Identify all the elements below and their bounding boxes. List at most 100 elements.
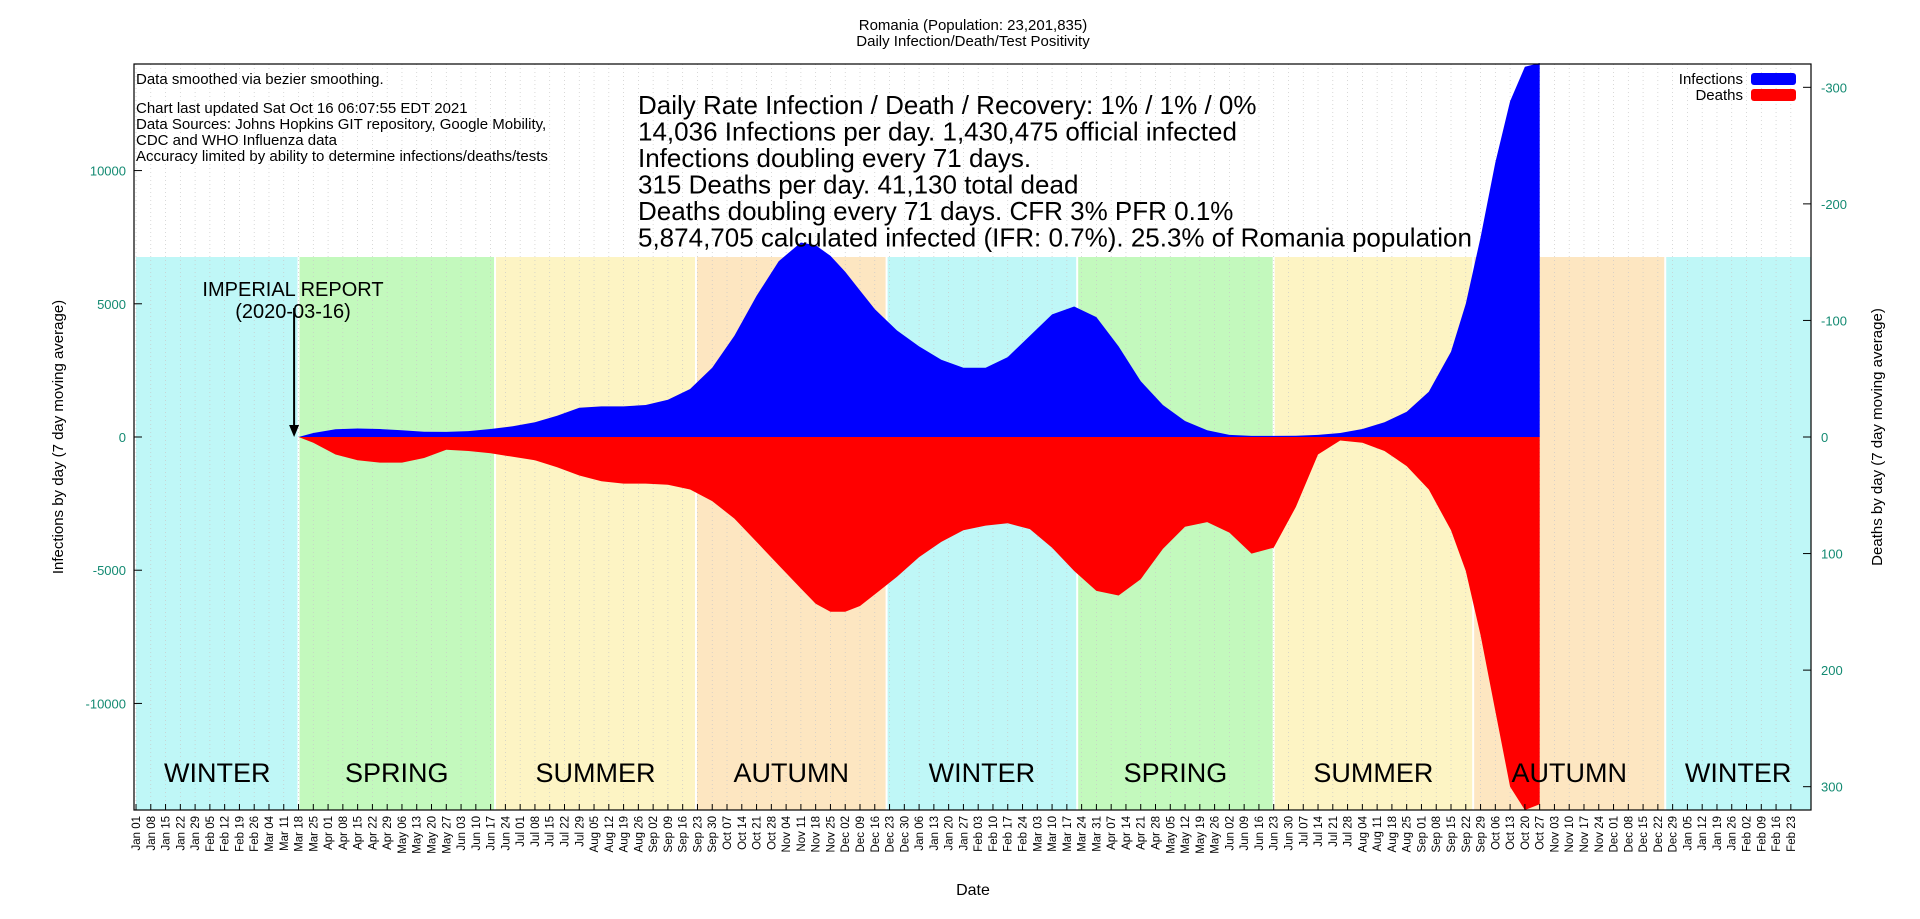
x-tick-label: Sep 15: [1446, 816, 1458, 852]
x-tick-label: Sep 16: [678, 816, 690, 852]
x-tick-label: Jul 01: [515, 816, 527, 847]
note-line: Data Sources: Johns Hopkins GIT reposito…: [136, 116, 546, 133]
season-label: WINTER: [164, 758, 270, 788]
x-tick-label: Jul 29: [574, 816, 586, 847]
x-tick-label: Apr 22: [367, 816, 379, 850]
x-tick-label: Nov 17: [1579, 816, 1591, 852]
y-tick-left-label: 0: [119, 430, 126, 445]
stats-line: 5,874,705 calculated infected (IFR: 0.7%…: [638, 223, 1472, 253]
x-tick-label: Jan 01: [131, 816, 143, 851]
x-tick-label: Jun 24: [500, 815, 512, 850]
season-label: SPRING: [345, 758, 449, 788]
x-tick-label: Jan 19: [1712, 816, 1724, 851]
x-tick-label: Jan 22: [175, 816, 187, 851]
stats-line: Infections doubling every 71 days.: [638, 143, 1031, 173]
x-tick-label: Oct 20: [1520, 816, 1532, 850]
x-tick-label: Dec 30: [899, 816, 911, 852]
x-tick-label: Aug 05: [589, 816, 601, 852]
x-tick-label: Jan 13: [929, 816, 941, 851]
x-tick-label: Jul 07: [1298, 816, 1310, 847]
stats-line: Daily Rate Infection / Death / Recovery:…: [638, 90, 1257, 120]
note-line: Accuracy limited by ability to determine…: [136, 148, 548, 165]
season-band: [136, 257, 299, 810]
x-tick-label: May 12: [1180, 816, 1192, 854]
x-tick-label: Aug 18: [1387, 816, 1399, 852]
x-tick-label: Aug 25: [1402, 816, 1414, 852]
x-tick-label: Apr 07: [1106, 816, 1118, 850]
season-band: [298, 257, 496, 810]
x-tick-label: Dec 09: [855, 816, 867, 852]
x-tick-label: May 27: [441, 816, 453, 854]
x-tick-label: Jun 09: [1239, 816, 1251, 851]
x-tick-label: Sep 09: [663, 816, 675, 852]
x-tick-label: Jun 16: [1254, 816, 1266, 851]
x-tick-label: Jul 22: [559, 816, 571, 847]
season-label: SUMMER: [536, 758, 656, 788]
x-tick-label: Mar 24: [1077, 815, 1089, 851]
x-tick-label: Feb 05: [205, 816, 217, 852]
series-area-infections: [283, 63, 1540, 437]
x-tick-label: Sep 22: [1461, 816, 1473, 852]
season-label: AUTUMN: [1511, 758, 1627, 788]
x-tick-label: Apr 21: [1136, 816, 1148, 850]
x-tick-label: Jan 20: [944, 816, 956, 851]
x-tick-label: Nov 03: [1549, 816, 1561, 852]
x-tick-label: Mar 11: [279, 816, 291, 851]
stats-line: 315 Deaths per day. 41,130 total dead: [638, 170, 1078, 200]
legend-swatch: [1751, 89, 1796, 101]
stats-line: 14,036 Infections per day. 1,430,475 off…: [638, 117, 1237, 147]
y-axis-title-left: Infections by day (7 day moving average): [50, 300, 67, 574]
x-tick-label: Oct 14: [737, 815, 749, 849]
x-tick-label: Oct 27: [1535, 816, 1547, 850]
annotation-text: IMPERIAL REPORT: [202, 279, 383, 301]
y-axis-title-right: Deaths by day (7 day moving average): [1869, 308, 1886, 566]
note-line: Chart last updated Sat Oct 16 06:07:55 E…: [136, 100, 468, 117]
y-tick-right-label: -200: [1821, 197, 1847, 212]
y-tick-right-label: 0: [1821, 430, 1828, 445]
legend-label: Deaths: [1695, 87, 1743, 104]
x-tick-label: Apr 29: [382, 816, 394, 850]
chart-title: Romania (Population: 23,201,835): [859, 17, 1088, 34]
x-tick-label: Jan 08: [146, 816, 158, 851]
stats-line: Deaths doubling every 71 days. CFR 3% PF…: [638, 196, 1233, 226]
x-tick-label: Dec 23: [885, 816, 897, 852]
annotation-text: (2020-03-16): [235, 301, 351, 323]
x-tick-label: Dec 08: [1623, 816, 1635, 852]
x-tick-label: Feb 17: [1003, 816, 1015, 852]
x-tick-label: May 05: [1165, 816, 1177, 854]
x-tick-label: Oct 28: [766, 816, 778, 850]
x-tick-label: Feb 09: [1756, 816, 1768, 852]
x-tick-label: Sep 01: [1416, 816, 1428, 852]
x-tick-label: Nov 24: [1594, 815, 1606, 852]
x-tick-label: Oct 07: [722, 816, 734, 850]
x-tick-label: Jan 29: [190, 816, 202, 851]
x-tick-label: Jan 27: [958, 816, 970, 851]
x-tick-label: Nov 04: [781, 815, 793, 852]
x-tick-label: Feb 02: [1742, 816, 1754, 852]
x-tick-label: Aug 19: [619, 816, 631, 852]
x-tick-label: Feb 03: [973, 816, 985, 852]
season-label: SUMMER: [1313, 758, 1433, 788]
x-tick-label: Feb 26: [249, 816, 261, 852]
season-label: AUTUMN: [734, 758, 850, 788]
season-band: [1665, 257, 1811, 810]
x-tick-label: Jan 26: [1727, 816, 1739, 851]
x-tick-label: May 20: [427, 816, 439, 854]
x-tick-label: Oct 13: [1505, 816, 1517, 850]
x-tick-label: Aug 12: [604, 816, 616, 852]
season-label: WINTER: [1685, 758, 1791, 788]
x-tick-label: Jul 15: [545, 816, 557, 847]
y-tick-right-label: 300: [1821, 780, 1843, 795]
x-tick-label: Dec 01: [1609, 816, 1621, 852]
note-line: Data smoothed via bezier smoothing.: [136, 71, 384, 88]
x-tick-label: Dec 02: [840, 816, 852, 852]
x-tick-label: Sep 08: [1431, 816, 1443, 852]
x-tick-label: Mar 31: [1091, 816, 1103, 852]
x-tick-label: Jun 30: [1283, 816, 1295, 851]
x-tick-label: May 19: [1195, 816, 1207, 854]
y-tick-right-label: 100: [1821, 547, 1843, 562]
x-tick-label: Apr 08: [338, 816, 350, 850]
x-tick-label: May 26: [1210, 816, 1222, 854]
x-tick-label: Dec 22: [1653, 816, 1665, 852]
x-tick-label: Mar 10: [1047, 816, 1059, 852]
